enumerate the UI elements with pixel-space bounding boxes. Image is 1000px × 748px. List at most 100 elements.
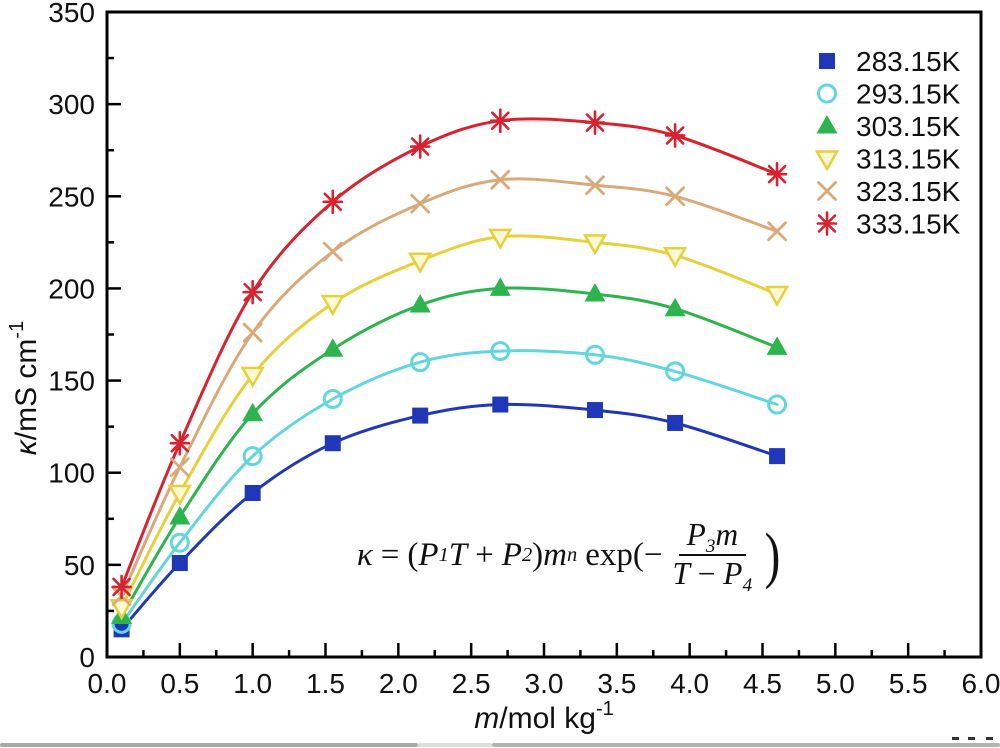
- data-point-283.15K: [412, 407, 429, 424]
- eq-p1: P: [418, 536, 439, 573]
- y-tick-label: 300: [48, 89, 95, 120]
- data-point-293.15K: [322, 389, 343, 409]
- eq-num-m: m: [715, 517, 739, 553]
- data-point-313.15K: [109, 598, 134, 621]
- data-point-293.15K: [665, 361, 686, 382]
- eq-minus: −: [643, 536, 663, 573]
- legend-label: 313.15K: [856, 144, 961, 175]
- data-point-323.15K: [322, 241, 343, 262]
- eq-lparen: (: [407, 536, 419, 573]
- data-point-283.15K: [324, 435, 341, 452]
- x-tick-label: 0.5: [160, 668, 199, 699]
- fit-curve-333.15K: [120, 117, 779, 589]
- data-point-283.15K: [113, 621, 130, 638]
- eq-num-sub: 3: [705, 535, 716, 557]
- data-point-303.15K: [409, 294, 431, 313]
- eq-den-minus: −: [697, 556, 716, 591]
- cropped-text-speck: [968, 737, 975, 740]
- data-point-283.15K: [244, 484, 261, 501]
- legend-marker-283.15K: [819, 53, 835, 69]
- legend-marker-323.15K: [817, 181, 837, 201]
- x-axis-title: m/mol kg-1: [474, 698, 614, 735]
- legend-label: 303.15K: [856, 111, 961, 142]
- data-point-283.15K: [586, 402, 603, 419]
- eq-equals: =: [380, 536, 400, 573]
- eq-m: m: [543, 536, 567, 573]
- x-tick-label: 4.5: [743, 668, 782, 699]
- cropped-text-speck: [986, 737, 993, 740]
- y-tick-label: 100: [48, 458, 95, 489]
- legend-marker-333.15K: [816, 211, 838, 236]
- y-tick-label: 250: [48, 181, 95, 212]
- data-point-333.15K: [584, 110, 606, 135]
- x-tick-label: 5.5: [889, 668, 928, 699]
- eq-den-t: T: [672, 556, 690, 591]
- table-edge-segment: [0, 743, 418, 747]
- data-point-313.15K: [240, 366, 265, 389]
- cropped-text-speck: [952, 737, 959, 740]
- y-tick-label: 200: [48, 273, 95, 304]
- x-tick-label: 6.0: [962, 668, 1000, 699]
- fit-curve-313.15K: [120, 234, 779, 609]
- eq-exp: exp(: [585, 536, 644, 573]
- eq-p2: P: [501, 536, 522, 573]
- eq-denominator: T − P4: [666, 556, 758, 595]
- data-point-333.15K: [111, 574, 132, 600]
- y-tick-label: 150: [48, 366, 95, 397]
- data-point-333.15K: [766, 161, 788, 187]
- data-point-333.15K: [242, 279, 263, 305]
- table-edge-segment: [492, 743, 1000, 747]
- eq-fraction: P3m T − P4: [666, 517, 758, 595]
- data-point-333.15K: [490, 108, 511, 134]
- data-point-303.15K: [322, 338, 344, 357]
- fit-curve-323.15K: [120, 177, 779, 598]
- fit-curve-293.15K: [120, 349, 779, 626]
- data-point-313.15K: [167, 484, 192, 507]
- x-tick-label: 5.0: [816, 668, 855, 699]
- legend-label: 323.15K: [856, 176, 961, 207]
- eq-num-p: P: [686, 517, 706, 553]
- data-point-303.15K: [766, 336, 788, 355]
- eq-numerator: P3m: [678, 517, 747, 557]
- data-point-283.15K: [171, 555, 188, 572]
- legend-label: 293.15K: [856, 79, 961, 110]
- y-tick-label: 50: [64, 550, 95, 581]
- y-tick-label: 350: [48, 0, 95, 28]
- data-point-313.15K: [582, 234, 608, 256]
- data-point-303.15K: [489, 277, 511, 296]
- data-point-313.15K: [488, 228, 513, 250]
- eq-kappa: κ: [356, 536, 373, 573]
- data-point-293.15K: [584, 344, 605, 365]
- data-point-313.15K: [764, 285, 790, 307]
- data-point-293.15K: [242, 446, 263, 467]
- data-point-293.15K: [767, 394, 788, 415]
- data-point-323.15K: [242, 322, 263, 343]
- data-point-293.15K: [410, 352, 431, 373]
- data-point-323.15K: [585, 175, 605, 196]
- data-point-293.15K: [490, 341, 511, 362]
- data-point-313.15K: [408, 252, 433, 274]
- x-tick-label: 4.0: [670, 668, 709, 699]
- x-tick-label: 3.5: [597, 668, 636, 699]
- data-point-333.15K: [322, 189, 344, 215]
- eq-rparen: ): [532, 536, 544, 573]
- data-point-283.15K: [667, 414, 684, 431]
- x-tick-label: 1.0: [233, 668, 272, 699]
- y-tick-label: 0: [79, 642, 95, 673]
- data-point-323.15K: [665, 186, 685, 207]
- data-point-333.15K: [664, 123, 686, 148]
- legend-marker-303.15K: [816, 115, 838, 134]
- data-point-303.15K: [584, 282, 606, 302]
- x-tick-label: 0.0: [88, 668, 127, 699]
- x-tick-label: 1.5: [306, 668, 345, 699]
- legend-marker-293.15K: [817, 83, 837, 104]
- x-tick-label: 2.5: [452, 668, 491, 699]
- eq-close-paren: ): [764, 519, 781, 590]
- fit-equation: κ = (P 1 T + P 2) m n exp(− P3m T − P4 ): [356, 517, 781, 596]
- legend-label: 283.15K: [856, 46, 961, 77]
- data-point-283.15K: [492, 396, 509, 413]
- data-point-293.15K: [169, 532, 190, 553]
- eq-plus: +: [475, 536, 494, 573]
